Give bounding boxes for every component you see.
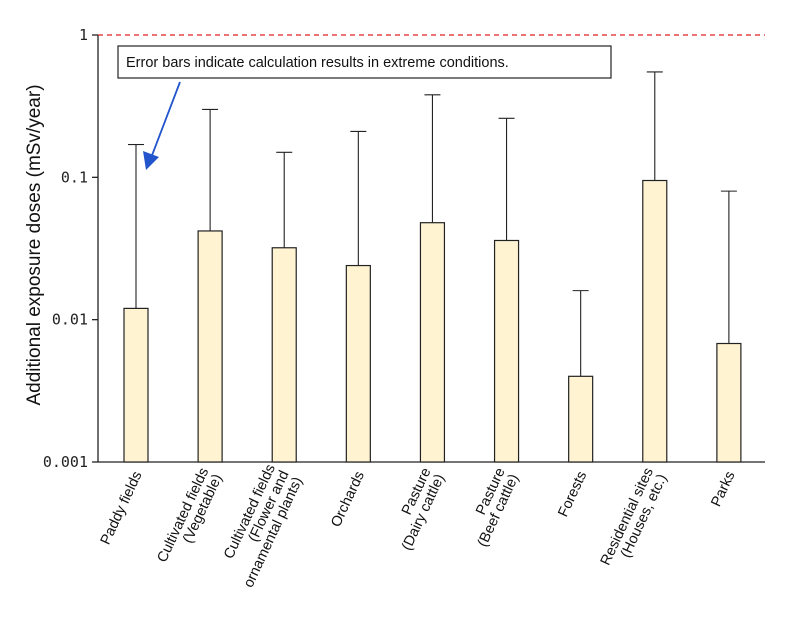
bar — [345, 264, 371, 463]
y-axis-label: Additional exposure doses (mSv/year) — [24, 84, 45, 405]
annotation-arrowhead — [143, 151, 159, 170]
annotation-arrow — [150, 81, 181, 159]
annotation-box — [117, 45, 612, 79]
svg-text:Pasture(Dairy cattle): Pasture(Dairy cattle) — [385, 465, 448, 553]
y-tick-label: 0.001 — [43, 453, 88, 471]
error-bars — [128, 71, 737, 377]
svg-text:Paddy fields: Paddy fields — [98, 469, 146, 547]
bar — [642, 179, 668, 463]
svg-text:Cultivated fields(Flower andor: Cultivated fields(Flower andornamental p… — [214, 462, 306, 590]
y-tick-label: 1 — [79, 26, 88, 44]
x-tick-label: Cultivated fields(Vegetable) — [154, 465, 225, 571]
x-tick-label: Paddy fields — [98, 469, 146, 547]
x-tick-label: Parks — [708, 469, 738, 509]
bar — [568, 375, 594, 463]
x-tick-label: Cultivated fields(Flower andornamental p… — [214, 462, 306, 590]
svg-text:Cultivated fields(Vegetable): Cultivated fields(Vegetable) — [154, 465, 225, 571]
svg-text:Residential sites(Houses, etc.: Residential sites(Houses, etc.) — [598, 465, 671, 574]
bar — [197, 230, 223, 463]
x-tick-label: Forests — [555, 469, 590, 520]
bar — [123, 307, 149, 463]
annotation-text: Error bars indicate calculation results … — [126, 55, 509, 71]
x-tick-label: Pasture(Dairy cattle) — [385, 465, 448, 553]
svg-text:Forests: Forests — [555, 469, 590, 520]
bar — [716, 342, 742, 463]
svg-text:Parks: Parks — [708, 469, 738, 509]
x-axis-labels: Paddy fields Cultivated fields(Vegetable)… — [98, 462, 739, 590]
svg-text:Orchards: Orchards — [328, 469, 368, 530]
bar — [493, 239, 520, 463]
x-tick-label: Residential sites(Houses, etc.) — [598, 465, 671, 574]
svg-text:Pasture(Beef cattle): Pasture(Beef cattle) — [461, 465, 522, 549]
y-tick-label: 0.1 — [61, 168, 88, 186]
y-tick-label: 0.01 — [52, 311, 88, 329]
bar — [419, 222, 446, 463]
x-tick-label: Pasture(Beef cattle) — [461, 465, 522, 549]
bars — [123, 179, 742, 463]
bar — [271, 247, 297, 463]
annotation: Error bars indicate calculation results … — [117, 45, 612, 170]
x-tick-label: Orchards — [328, 469, 368, 530]
